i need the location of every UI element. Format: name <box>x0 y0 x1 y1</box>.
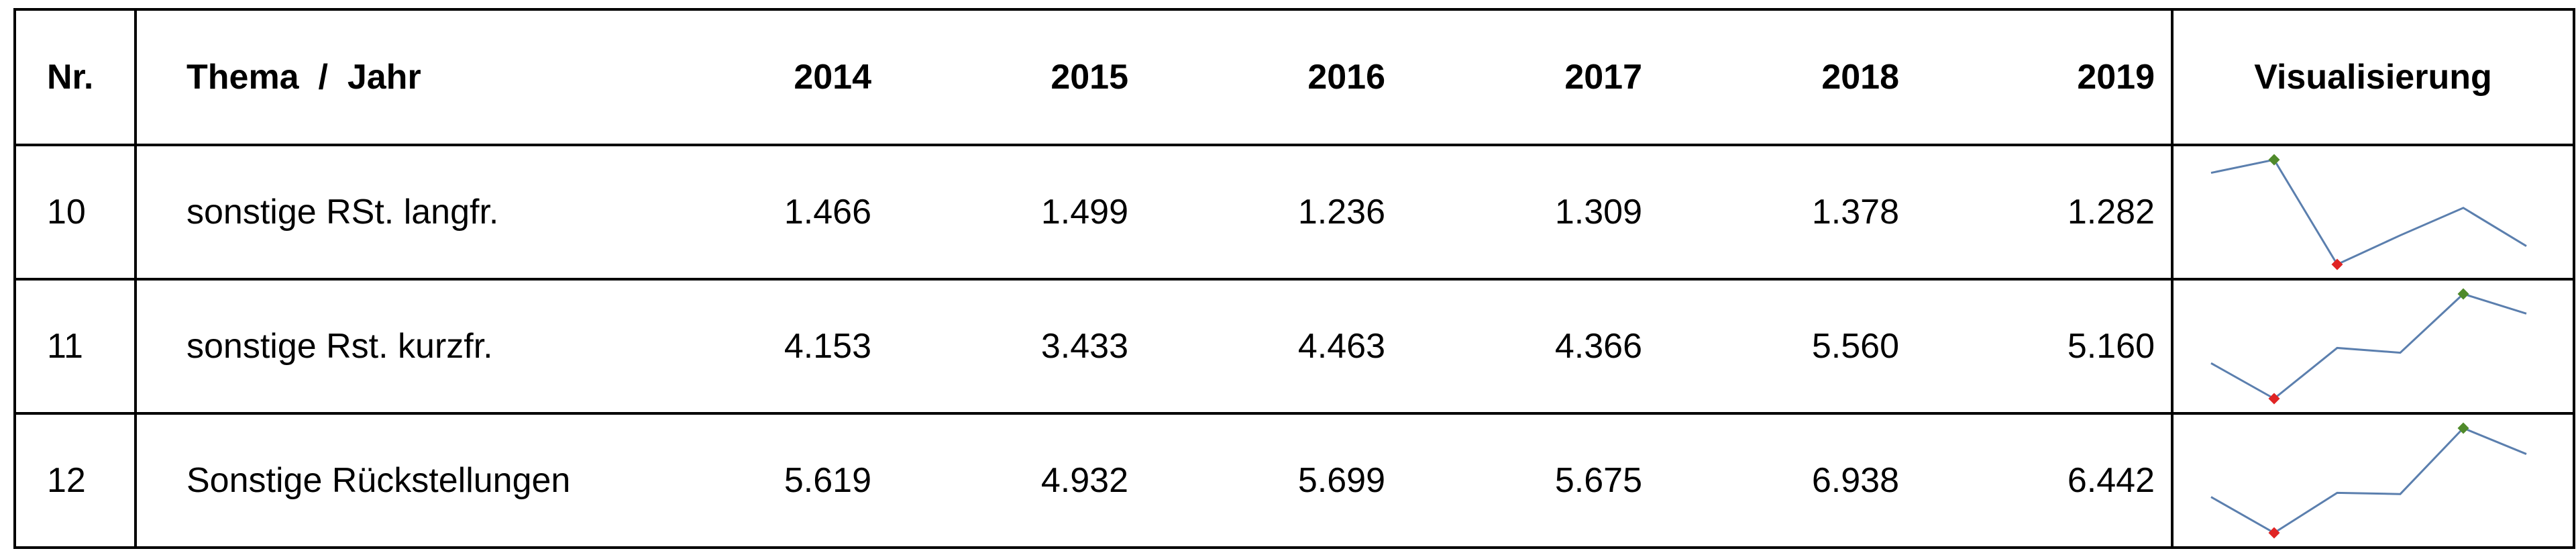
sparkline <box>2210 422 2527 539</box>
header-cell: Thema / Jahr <box>186 58 421 97</box>
sparkline-cell <box>2171 145 2574 279</box>
header-cell: 2015 <box>1051 58 1128 97</box>
header-cell: 2019 <box>2077 58 2155 97</box>
value-cell: 5.675 <box>1554 461 1642 500</box>
value-cell: 1.309 <box>1554 193 1642 232</box>
table-row: 10 sonstige RSt. langfr. 1.466 1.499 1.236 1.… <box>15 145 2574 279</box>
sparkline-line <box>2210 427 2527 534</box>
row-topic: sonstige Rst. kurzfr. <box>186 327 493 366</box>
header-cell: Nr. <box>15 9 137 145</box>
data-table: Nr. Thema / Jahr 2014 2015 2016 2017 2018 2019 V… <box>13 8 2575 549</box>
value-cell: 4.932 <box>1040 461 1128 500</box>
sparkline-line <box>2210 293 2527 400</box>
high-marker <box>2268 154 2280 166</box>
value-cell: 3.433 <box>1040 327 1128 366</box>
value-cell: 1.236 <box>1297 193 1385 232</box>
sparkline-cell <box>2171 279 2574 413</box>
value-cell: 5.619 <box>784 461 871 500</box>
sparkline-cell <box>2171 413 2574 548</box>
value-cell: 6.442 <box>2067 461 2155 500</box>
header-cell: 2016 <box>1307 58 1385 97</box>
sparkline <box>2210 288 2527 405</box>
low-marker <box>2331 258 2343 270</box>
header-cell: 2018 <box>1821 58 1899 97</box>
sparkline <box>2210 154 2527 270</box>
table-row: 11 sonstige Rst. kurzfr. 4.153 3.433 4.463 4.… <box>15 279 2574 413</box>
header-row: Nr. Thema / Jahr 2014 2015 2016 2017 2018 2019 V… <box>15 9 2574 145</box>
table-body: 10 sonstige RSt. langfr. 1.466 1.499 1.236 1.… <box>15 145 2574 548</box>
row-number: 12 <box>15 413 137 548</box>
value-cell: 6.938 <box>1811 461 1899 500</box>
value-cell: 1.499 <box>1040 193 1128 232</box>
value-cell: 4.463 <box>1297 327 1385 366</box>
row-topic: Sonstige Rückstellungen <box>186 461 571 500</box>
row-number: 10 <box>15 145 137 279</box>
sparkline-line <box>2210 158 2527 266</box>
row-topic: sonstige RSt. langfr. <box>186 193 499 232</box>
header-cell: 2017 <box>1564 58 1642 97</box>
value-cell: 4.153 <box>784 327 871 366</box>
value-cell: 1.466 <box>784 193 871 232</box>
low-marker <box>2268 393 2280 405</box>
row-number: 11 <box>15 279 137 413</box>
value-cell: 4.366 <box>1554 327 1642 366</box>
value-cell: 1.378 <box>1811 193 1899 232</box>
value-cell: 1.282 <box>2067 193 2155 232</box>
value-cell: 5.560 <box>1811 327 1899 366</box>
header-cell: 2014 <box>794 58 871 97</box>
low-marker <box>2268 527 2280 539</box>
value-cell: 5.160 <box>2067 327 2155 366</box>
header-cell: Visualisierung <box>2171 9 2574 145</box>
value-cell: 5.699 <box>1297 461 1385 500</box>
table-row: 12 Sonstige Rückstellungen 5.619 4.932 5.699… <box>15 413 2574 548</box>
